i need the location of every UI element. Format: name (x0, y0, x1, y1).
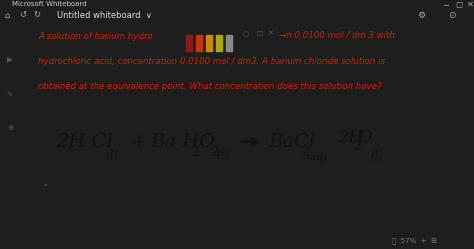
Text: (l): (l) (216, 149, 229, 162)
Bar (206, 35, 212, 51)
Text: 2H: 2H (338, 129, 363, 146)
Text: ✕: ✕ (467, 0, 474, 9)
Text: 2H Cl: 2H Cl (56, 133, 113, 151)
Text: ⊙: ⊙ (448, 10, 456, 19)
Text: →n 0.0100 mol / dm 3 with: →n 0.0100 mol / dm 3 with (279, 31, 395, 40)
Text: ⊕: ⊕ (7, 123, 13, 131)
Text: 2: 2 (210, 146, 219, 159)
Text: ▶: ▶ (7, 55, 13, 64)
Text: 2: 2 (301, 146, 310, 159)
Text: (l): (l) (371, 150, 384, 163)
Bar (226, 35, 232, 51)
Text: O: O (358, 129, 372, 146)
Text: obtained at the equivalence point. What concentration does this solution have?: obtained at the equivalence point. What … (38, 82, 382, 91)
Text: ✕: ✕ (267, 31, 273, 37)
Text: (aq): (aq) (307, 153, 328, 162)
Text: 2: 2 (191, 146, 200, 159)
Text: ↻: ↻ (33, 10, 40, 19)
Text: O: O (198, 133, 214, 151)
Text: ▢: ▢ (455, 0, 462, 9)
Text: hydrochloric acid, concentration 0.0100 mol / dm3. A barium chloride solution is: hydrochloric acid, concentration 0.0100 … (38, 57, 385, 66)
Text: ✎: ✎ (7, 91, 13, 100)
Text: Microsoft Whiteboard: Microsoft Whiteboard (12, 1, 86, 7)
Text: Ba H: Ba H (151, 133, 200, 151)
Text: ⚙: ⚙ (417, 10, 425, 19)
Text: +: + (131, 133, 148, 151)
Text: ↺: ↺ (19, 10, 26, 19)
Text: BaCl: BaCl (269, 133, 316, 151)
Text: 2: 2 (353, 140, 361, 153)
Bar (196, 35, 202, 51)
Text: A solution of barium hydro: A solution of barium hydro (38, 32, 153, 41)
Bar (186, 35, 192, 51)
Text: ☐: ☐ (256, 31, 262, 37)
Text: ⌂: ⌂ (5, 10, 10, 19)
Bar (216, 35, 222, 51)
Text: ─: ─ (443, 0, 448, 9)
Text: Untitled whiteboard  ∨: Untitled whiteboard ∨ (57, 10, 152, 19)
Text: 🔍  57%  +  ⊞: 🔍 57% + ⊞ (392, 238, 438, 244)
Text: ·: · (42, 177, 47, 195)
Text: (l): (l) (105, 149, 118, 162)
Text: ○: ○ (243, 31, 248, 37)
